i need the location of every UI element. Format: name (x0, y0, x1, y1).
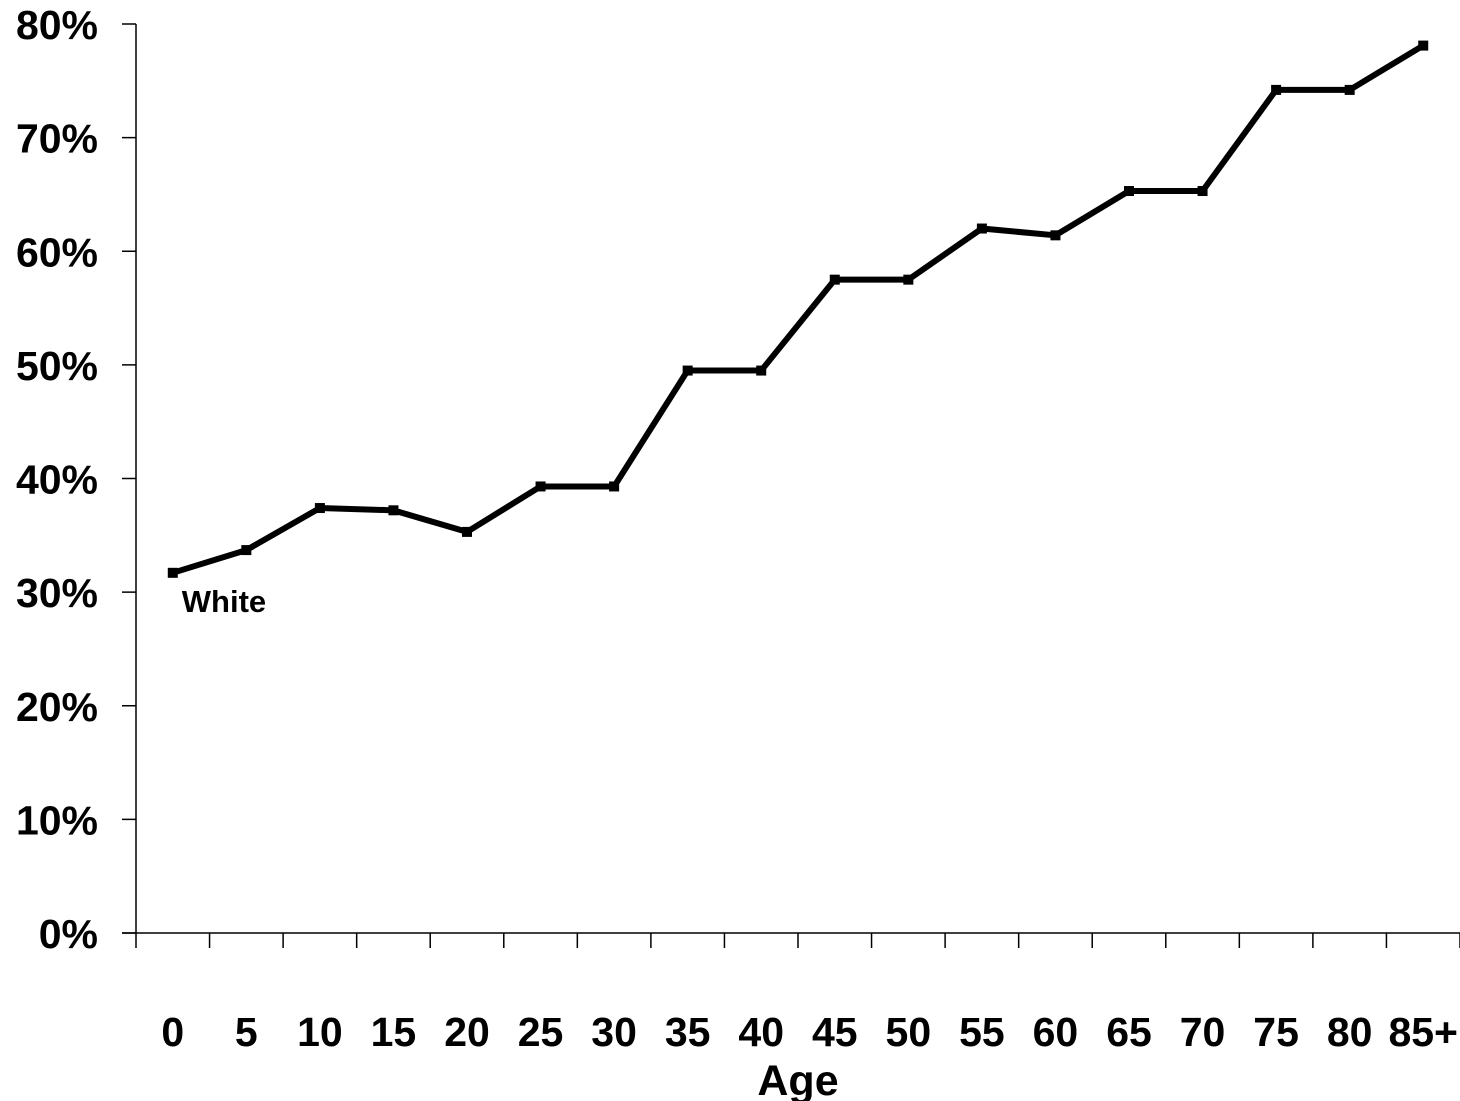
data-point-marker (903, 274, 914, 285)
data-point-marker (829, 274, 840, 285)
y-tick-label: 80% (16, 2, 98, 48)
data-point-marker (682, 365, 693, 376)
x-tick-label: 15 (371, 1009, 417, 1055)
x-tick-label: 70 (1180, 1009, 1226, 1055)
x-tick-label: 85+ (1388, 1009, 1458, 1055)
x-tick-label: 80 (1327, 1009, 1373, 1055)
x-axis-title: Age (757, 1057, 838, 1101)
x-tick-label: 0 (161, 1009, 184, 1055)
x-tick-label: 5 (235, 1009, 258, 1055)
data-point-marker (1197, 186, 1208, 197)
x-tick-label: 25 (518, 1009, 564, 1055)
x-tick-label: 75 (1253, 1009, 1299, 1055)
data-point-marker (1271, 84, 1282, 95)
x-axis: 0 5 10 15 20 25 30 35 40 45 50 55 60 65 70 75 80 85+ (122, 932, 1460, 1055)
data-point-marker (756, 365, 767, 376)
x-tick-label: 10 (297, 1009, 343, 1055)
data-point-marker (1344, 84, 1355, 95)
y-tick-label: 40% (16, 457, 98, 503)
y-tick-label: 20% (16, 684, 98, 730)
series-label: White (182, 584, 266, 619)
data-point-marker (1050, 230, 1061, 241)
y-tick-label: 50% (16, 343, 98, 389)
data-point-marker (1124, 186, 1134, 197)
x-tick-label: 40 (738, 1009, 784, 1055)
data-point-marker (535, 481, 546, 492)
data-point-marker (462, 526, 472, 537)
y-tick-label: 30% (16, 570, 98, 616)
x-tick-label: 55 (959, 1009, 1005, 1055)
data-point-marker (388, 505, 399, 516)
x-tick-label: 35 (665, 1009, 711, 1055)
series-layer: White (167, 40, 1429, 619)
y-tick-label: 10% (16, 797, 98, 843)
x-tick-label: 45 (812, 1009, 858, 1055)
x-tick-label: 65 (1106, 1009, 1152, 1055)
x-tick-label: 60 (1033, 1009, 1079, 1055)
y-tick-label: 0% (39, 911, 98, 957)
data-point-marker (314, 503, 325, 514)
x-tick-label: 50 (886, 1009, 932, 1055)
data-point-marker (167, 567, 178, 578)
data-point-marker (241, 545, 252, 556)
series-line (171, 43, 1425, 576)
x-tick-label: 30 (591, 1009, 637, 1055)
data-point-marker (1418, 40, 1429, 51)
y-tick-label: 60% (16, 229, 98, 275)
data-point-marker (976, 223, 987, 234)
data-point-marker (609, 481, 620, 492)
x-tick-label: 20 (444, 1009, 490, 1055)
y-tick-label: 70% (16, 116, 98, 162)
y-axis: 0% 10% 20% 30% 40% 50% 60% 70% 80% (16, 2, 137, 957)
